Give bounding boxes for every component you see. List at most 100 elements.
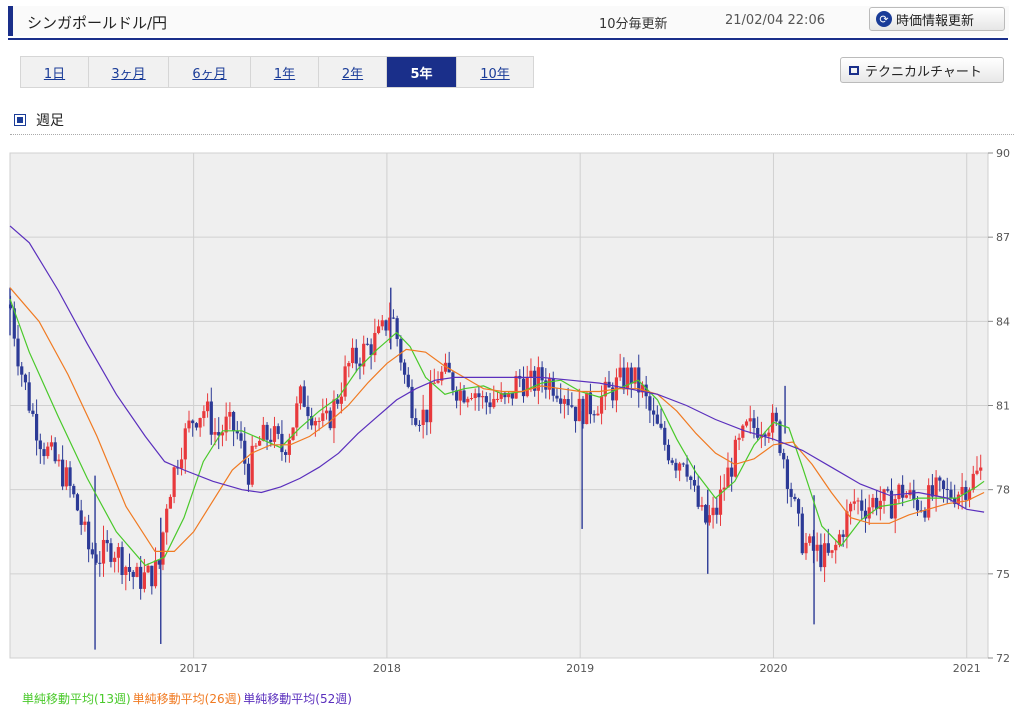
x-tick-label: 2019 — [566, 662, 594, 675]
candle-body — [837, 534, 842, 545]
candle-body — [707, 515, 711, 523]
tab-2y[interactable]: 2年 — [319, 57, 387, 87]
candle-body — [785, 459, 790, 489]
candle-body — [752, 418, 756, 428]
candle-body — [611, 387, 615, 401]
technical-chart-label: テクニカルチャート — [865, 64, 982, 80]
candle-body — [473, 393, 477, 399]
candle-body — [856, 500, 860, 502]
candle-body — [804, 542, 808, 554]
candle-body — [852, 501, 856, 504]
candle-body — [938, 477, 942, 481]
candle-body — [20, 366, 24, 375]
candle-body — [581, 398, 585, 425]
candle-body — [599, 396, 604, 414]
candle-body — [544, 380, 548, 390]
candle-body — [912, 490, 916, 500]
candle-body — [23, 374, 28, 383]
period-tabs: 1日 3ヶ月 6ヶ月 1年 2年 5年 10年 — [20, 56, 534, 88]
candle-body — [945, 488, 949, 490]
candle-body — [417, 424, 422, 426]
candle-body — [336, 399, 340, 404]
candle-body — [354, 347, 358, 364]
candle-body — [109, 543, 113, 562]
tab-6m[interactable]: 6ヶ月 — [169, 57, 251, 87]
y-tick-label: 84 — [996, 315, 1010, 328]
candle-body — [187, 420, 191, 429]
x-tick-label: 2020 — [759, 662, 787, 675]
legend-ma13: 単純移動平均(13週) — [22, 692, 131, 706]
candle-body — [258, 440, 262, 446]
candle-body — [481, 396, 485, 398]
chart-legend: 単純移動平均(13週) 単純移動平均(26週) 単純移動平均(52週) — [22, 690, 352, 707]
candle-body — [217, 432, 221, 436]
candle-body — [592, 414, 596, 416]
candle-body — [882, 489, 886, 501]
candle-body — [652, 410, 656, 415]
candle-body — [191, 420, 195, 424]
candle-body — [774, 412, 778, 422]
candle-body — [536, 367, 540, 391]
candle-body — [31, 410, 35, 414]
candle-body — [72, 485, 76, 495]
candle-body — [57, 459, 61, 462]
candle-body — [425, 409, 429, 423]
candle-body — [655, 414, 659, 424]
legend-ma26: 単純移動平均(26週) — [132, 692, 242, 706]
candle-body — [388, 317, 392, 331]
candle-body — [27, 382, 31, 411]
candle-body — [949, 489, 953, 499]
candle-body — [514, 375, 518, 399]
candle-body — [596, 413, 600, 416]
candle-body — [313, 421, 317, 426]
candle-body — [373, 332, 377, 356]
candle-body — [979, 467, 983, 471]
candle-body — [38, 440, 42, 450]
candle-body — [287, 439, 291, 455]
header-bar: シンガポールドル/円 10分毎更新 21/02/04 22:06 ⟳ 時価情報更… — [8, 6, 1009, 36]
candle-body — [663, 427, 667, 445]
tab-5y[interactable]: 5年 — [387, 57, 457, 87]
candle-body — [466, 398, 470, 403]
candle-body — [113, 557, 117, 562]
candle-body — [503, 392, 507, 398]
square-icon — [14, 114, 26, 126]
candle-body — [540, 367, 544, 381]
candle-body — [547, 378, 552, 390]
candle-body — [871, 497, 875, 508]
candle-body — [618, 367, 622, 378]
candle-body — [830, 550, 834, 553]
candle-body — [321, 413, 325, 421]
tab-1y[interactable]: 1年 — [251, 57, 319, 87]
candle-body — [131, 571, 135, 577]
candle-body — [808, 536, 812, 543]
tab-3m[interactable]: 3ヶ月 — [89, 57, 169, 87]
candle-body — [849, 503, 853, 512]
candle-body — [428, 383, 433, 423]
candle-body — [172, 467, 176, 497]
candle-body — [295, 403, 299, 428]
candle-body — [455, 390, 459, 401]
candle-body — [153, 560, 158, 587]
candle-body — [83, 521, 87, 525]
candle-body — [332, 399, 336, 429]
candle-body — [886, 489, 890, 491]
technical-chart-button[interactable]: テクニカルチャート — [840, 57, 1004, 83]
candle-body — [324, 410, 329, 414]
candle-body — [640, 384, 645, 393]
candle-body — [209, 401, 213, 435]
candle-body — [139, 566, 143, 589]
candle-body — [930, 485, 934, 497]
refresh-button[interactable]: ⟳ 時価情報更新 — [869, 7, 1005, 31]
candle-body — [443, 362, 448, 372]
candle-body — [741, 425, 745, 438]
candle-body — [659, 423, 663, 428]
candle-body — [678, 463, 682, 471]
candle-body — [793, 496, 797, 500]
candle-body — [120, 547, 124, 575]
tab-10y[interactable]: 10年 — [457, 57, 533, 87]
candle-body — [934, 477, 938, 497]
section-title: 週足 — [36, 113, 64, 129]
tab-1d[interactable]: 1日 — [21, 57, 89, 87]
candle-body — [507, 392, 511, 398]
